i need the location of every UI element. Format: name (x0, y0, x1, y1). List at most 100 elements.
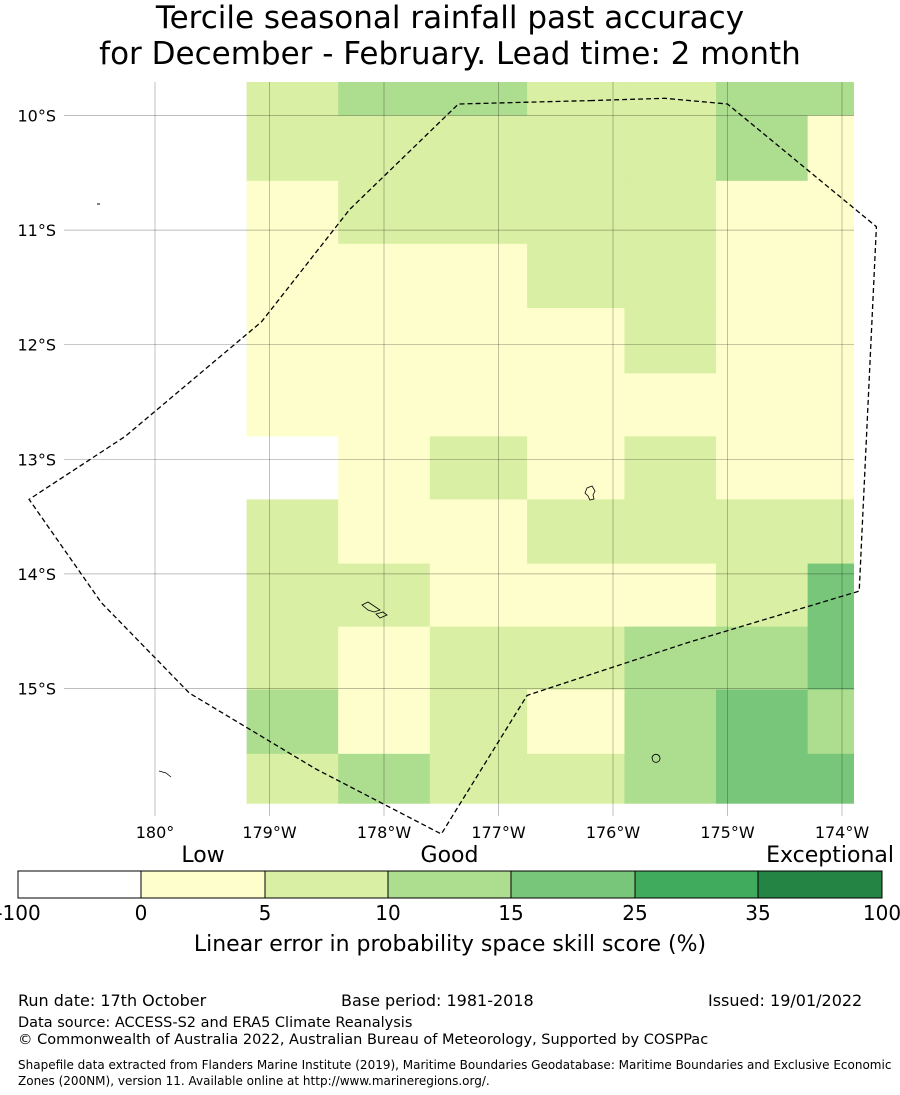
heatmap-cell (338, 436, 431, 501)
heatmap-cell (527, 308, 626, 374)
heatmap-cell (807, 243, 854, 309)
heatmap-cell (807, 689, 854, 755)
heatmap-cell (429, 689, 528, 755)
heatmap-cell (338, 115, 431, 182)
shapefile-credit-line-2: Zones (200NM), version 11. Available onl… (18, 1074, 490, 1088)
heatmap-cell (338, 308, 431, 374)
heatmap-cell (716, 753, 809, 804)
y-tick-label: 12°S (17, 336, 56, 355)
island-outline (375, 611, 388, 619)
colorbar-swatch (388, 871, 511, 898)
heatmap-cell (338, 753, 431, 804)
colorbar-swatch (18, 871, 141, 898)
colorbar: -100 0 5 10 15 25 35 100 (0, 870, 900, 925)
colorbar-swatch (758, 871, 882, 898)
colorbar-title: Linear error in probability space skill … (193, 932, 707, 957)
heatmap-cell (338, 689, 431, 755)
colorbar-category-good: Good (420, 843, 479, 868)
chart-title-line-1: Tercile seasonal rainfall past accuracy (155, 0, 745, 36)
heatmap-cell (716, 563, 809, 628)
heatmap-cell (807, 115, 854, 182)
heatmap-cell (429, 563, 528, 628)
map-plot: 180° 179°W 178°W 177°W 176°W 175°W 174°W 10°S 11… (17, 82, 878, 842)
heatmap-cell (338, 499, 431, 565)
colorbar-tick-label: 10 (375, 901, 400, 925)
colorbar-swatch (265, 871, 388, 898)
heatmap-cell (246, 82, 339, 117)
heatmap-cell (527, 499, 626, 565)
heatmap-cell (527, 115, 626, 182)
heatmap-cell (807, 180, 854, 245)
heatmap-cell (246, 626, 339, 691)
base-period: Base period: 1981-2018 (341, 991, 534, 1010)
heatmap-cell (807, 373, 854, 437)
heatmap-cell (429, 436, 528, 501)
island-outline (158, 770, 172, 778)
heatmap-cell (338, 243, 431, 309)
colorbar-category-exceptional: Exceptional (766, 843, 894, 868)
heatmap-cell (246, 243, 339, 309)
colorbar-swatch (511, 871, 635, 898)
heatmap-cell (716, 626, 809, 691)
run-date: Run date: 17th October (18, 991, 207, 1010)
colorbar-tick-label: 0 (135, 901, 148, 925)
x-tick-label: 177°W (471, 823, 526, 842)
heatmap-cell (338, 563, 431, 628)
colorbar-tick-label: 35 (745, 901, 770, 925)
shapefile-credit-line-1: Shapefile data extracted from Flanders M… (18, 1058, 892, 1072)
heatmap-cell (716, 243, 809, 309)
heatmap-cell (624, 753, 717, 804)
colorbar-category-low: Low (181, 843, 225, 868)
heatmap-cell (807, 436, 854, 501)
heatmap-cell (429, 753, 528, 804)
colorbar-swatch (635, 871, 758, 898)
heatmap-cell (338, 626, 431, 691)
heatmap-cell (716, 82, 809, 117)
heatmap-cell (624, 563, 717, 628)
heatmap-cell (716, 373, 809, 437)
heatmap-cell (807, 753, 854, 804)
heatmap-cell (429, 115, 528, 182)
colorbar-swatch (141, 871, 265, 898)
heatmap-cell (527, 753, 626, 804)
colorbar-tick-label: -100 (0, 901, 41, 925)
x-tick-label: 179°W (242, 823, 297, 842)
heatmap-cell (527, 82, 626, 117)
colorbar-tick-label: 5 (259, 901, 272, 925)
x-tick-label: 180° (136, 823, 175, 842)
heatmap-cell (246, 563, 339, 628)
heatmap-cell (246, 753, 339, 804)
heatmap-cell (338, 180, 431, 245)
y-tick-label: 14°S (17, 565, 56, 584)
plot-area (64, 82, 854, 816)
heatmap-cell (246, 689, 339, 755)
copyright-notice: © Commonwealth of Australia 2022, Austra… (18, 1032, 709, 1048)
heatmap-cell (338, 373, 431, 437)
heatmap-cell (527, 626, 626, 691)
chart-title-line-2: for December - February. Lead time: 2 mo… (99, 36, 801, 72)
heatmap-cell (716, 180, 809, 245)
y-tick-label: 11°S (17, 221, 56, 240)
colorbar-tick-label: 25 (622, 901, 647, 925)
heatmap-cell (716, 115, 809, 182)
heatmap-cell (716, 689, 809, 755)
heatmap-cell (527, 373, 626, 437)
heatmap-cell (527, 180, 626, 245)
heatmap-cell (807, 563, 854, 628)
issued-date: Issued: 19/01/2022 (708, 991, 863, 1010)
y-tick-label: 10°S (17, 107, 56, 126)
heatmap-cell (807, 626, 854, 691)
heatmap-cell (429, 308, 528, 374)
heatmap-cell (624, 499, 717, 565)
heatmap-cell (246, 499, 339, 565)
heatmap-cell (807, 308, 854, 374)
heatmap-cell (624, 436, 717, 501)
heatmap-cell (246, 180, 339, 245)
colorbar-frame (17, 870, 883, 899)
heatmap-cell (429, 373, 528, 437)
heatmap-cell (807, 82, 854, 117)
heatmap-cell (429, 626, 528, 691)
island-outline (361, 601, 381, 613)
heatmap-cell (624, 689, 717, 755)
heatmap-cell (624, 243, 717, 309)
